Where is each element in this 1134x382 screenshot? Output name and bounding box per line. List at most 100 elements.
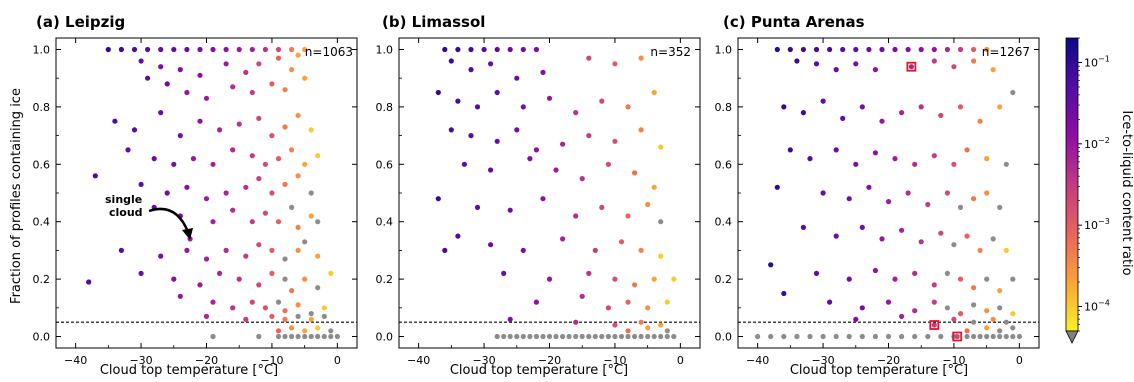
data-point: [184, 89, 190, 96]
data-point: [612, 322, 618, 328]
data-point: [885, 199, 892, 205]
data-point: [859, 224, 865, 230]
data-point: [507, 46, 513, 53]
data-point: [853, 61, 859, 67]
data-point: [971, 333, 977, 340]
data-point: [573, 110, 579, 116]
data-point: [912, 333, 918, 340]
data-point: [658, 253, 664, 259]
data-point: [223, 46, 229, 53]
data-point: [269, 81, 275, 87]
panel-punta-arenas: (c) Punta Arenas −40 −30 −20 −10 0 0.0 0.2 0.4 0…: [715, 13, 1040, 378]
data-point: [282, 181, 288, 187]
data-point: [813, 46, 820, 53]
data-point: [651, 276, 657, 282]
data-point: [1003, 247, 1009, 253]
data-point: [632, 333, 638, 340]
data-point: [230, 84, 236, 90]
data-point: [164, 81, 170, 87]
data-point: [468, 67, 474, 73]
data-point: [295, 302, 301, 308]
data-point: [645, 333, 651, 340]
data-point: [230, 147, 236, 153]
data-point: [846, 276, 852, 282]
data-point: [787, 46, 793, 53]
data-point: [131, 46, 138, 53]
scatter-points: [56, 46, 357, 340]
data-point: [275, 333, 282, 340]
data-point: [302, 328, 308, 334]
data-point: [171, 276, 177, 282]
data-point: [990, 316, 996, 322]
data-point: [1010, 311, 1016, 317]
data-point: [282, 87, 288, 93]
colorbar-under-triangle: [1065, 330, 1079, 344]
data-point: [625, 299, 631, 305]
data-point: [275, 299, 282, 305]
y-tick-label: 0.6: [376, 158, 394, 171]
data-point: [912, 270, 918, 276]
data-point: [1003, 319, 1009, 325]
data-point: [658, 322, 664, 328]
data-point: [488, 61, 494, 67]
data-point: [92, 173, 98, 179]
data-point: [210, 299, 216, 305]
annotation-line-1: single: [105, 193, 142, 206]
data-point: [455, 233, 461, 239]
data-point: [494, 89, 500, 96]
y-tick-label: 0.4: [715, 216, 733, 229]
data-point: [638, 333, 644, 340]
data-point: [787, 147, 793, 153]
x-tick-label: 0: [334, 354, 341, 367]
data-point: [210, 46, 216, 53]
data-point: [971, 196, 977, 202]
data-point: [971, 58, 977, 64]
data-point: [275, 46, 282, 53]
data-point: [118, 247, 124, 253]
data-point: [586, 333, 592, 340]
data-point: [315, 153, 321, 159]
data-point: [308, 213, 314, 219]
data-point: [755, 333, 761, 340]
data-point: [638, 247, 644, 253]
data-point: [1010, 333, 1016, 340]
data-point: [918, 239, 924, 245]
data-point: [546, 95, 553, 101]
data-point: [217, 127, 223, 133]
data-point: [282, 256, 288, 262]
data-point: [866, 184, 872, 190]
data-point: [442, 46, 448, 53]
data-point: [230, 207, 236, 213]
data-point: [223, 61, 229, 67]
data-point: [931, 299, 937, 305]
data-point: [853, 161, 859, 167]
data-point: [158, 46, 164, 53]
data-point: [931, 58, 937, 64]
plot-frame: [398, 37, 701, 349]
data-point: [625, 213, 631, 219]
data-point: [256, 61, 262, 67]
x-tick-label: −10: [603, 354, 626, 367]
data-point: [295, 247, 301, 253]
data-point: [774, 46, 780, 53]
data-point: [853, 46, 859, 53]
data-point: [566, 333, 572, 340]
data-point: [203, 313, 210, 319]
data-point: [990, 67, 996, 73]
data-point: [171, 46, 177, 53]
data-point: [86, 279, 92, 285]
colorbar-label: Ice-to-liquid content ratio: [1119, 110, 1134, 275]
data-point: [827, 46, 833, 53]
data-point: [295, 52, 301, 58]
data-point: [203, 256, 210, 262]
data-point: [514, 75, 520, 81]
colorbar-tick-label: 10−2: [1084, 136, 1110, 151]
data-point: [308, 316, 314, 322]
data-point: [866, 46, 872, 53]
data-point: [328, 270, 334, 276]
data-point: [872, 150, 879, 156]
data-point: [275, 328, 282, 334]
data-point: [243, 253, 249, 259]
data-point: [158, 253, 164, 259]
data-point: [618, 333, 625, 340]
